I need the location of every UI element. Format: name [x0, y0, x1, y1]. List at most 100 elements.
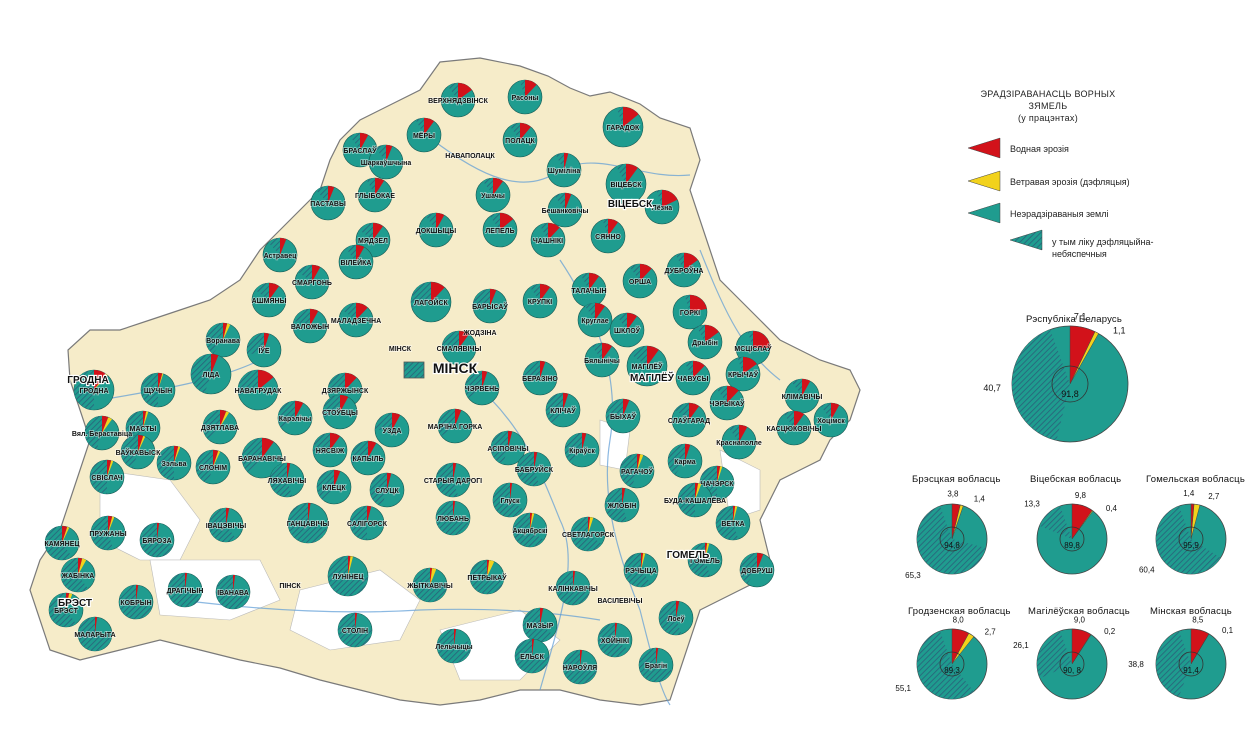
district-pie-буда-кашалёва	[677, 482, 713, 518]
district-pie-івацэвічы	[208, 507, 244, 543]
water-erosion-slice	[328, 186, 335, 203]
deflation-hatched-slice	[747, 331, 753, 348]
deflation-hatched-slice	[366, 178, 375, 195]
deflation-hatched-slice	[656, 190, 662, 207]
district-label: ЖАБІНКА	[61, 573, 95, 580]
deflation-hatched-slice	[350, 133, 360, 150]
water-erosion-slice	[158, 373, 163, 390]
district-label: СТОЎБЦЫ	[322, 408, 358, 417]
deflation-hatched-slice	[563, 650, 597, 684]
district-pie-рэчыца	[623, 552, 659, 588]
district-label: МАЗЫР	[527, 623, 554, 630]
district-label: Бялынічы	[584, 357, 620, 365]
deflation-hatched-slice	[620, 454, 637, 488]
district-label: ІВАЦЭВІЧЫ	[206, 523, 247, 530]
region-title-brest: Брэсцкая вобласць	[912, 474, 1001, 485]
wind-value-label: 1,1	[1113, 326, 1126, 336]
district-label: КРЫЧАЎ	[728, 370, 759, 379]
region-pie-5: 90, 8 9,0 0,2 26,1	[1013, 616, 1116, 700]
district-pie-клічаў	[545, 392, 581, 428]
water-erosion-slice	[580, 650, 583, 667]
water-erosion-slice	[753, 331, 770, 348]
deflation-hatched-slice	[1037, 631, 1072, 679]
water-erosion-slice	[66, 593, 70, 610]
district-label: ЩУЧЫН	[144, 388, 172, 395]
water-erosion-slice	[360, 133, 369, 150]
deflation-hatched-slice	[141, 373, 158, 407]
deflation-hatched-slice	[592, 343, 602, 360]
wind-value-label: 0,2	[1104, 627, 1116, 636]
deflation-hatched-slice	[556, 571, 590, 606]
district-label: МІНСК	[389, 346, 412, 353]
deflation-hatched-slice	[598, 623, 629, 658]
deflation-hatched-slice	[667, 444, 685, 475]
water-erosion-slice	[540, 284, 550, 301]
deflation-hatched-slice	[350, 441, 368, 464]
district-label: БАБРУЙСК	[515, 465, 554, 474]
region-pie-1: 94,8 3,8 1,4 65,3	[905, 489, 988, 580]
hatched-value-label: 65,3	[905, 571, 921, 580]
healthy-value-label: 89,3	[944, 666, 960, 675]
district-label: ЛІДА	[203, 372, 220, 379]
inner-ring	[1059, 526, 1085, 552]
healthy-value-label: 89,8	[1064, 541, 1080, 550]
district-pie-іўе	[246, 332, 282, 368]
wind-erosion-slice	[641, 553, 646, 570]
deflation-hatched-slice	[688, 543, 711, 577]
district-label: ПРУЖАНЫ	[89, 531, 126, 538]
region-pie-4: 89,3 8,0 2,7 55,1	[895, 615, 997, 700]
water-erosion-slice	[102, 416, 109, 433]
water-erosion-slice	[490, 289, 497, 306]
water-erosion-slice	[392, 413, 401, 430]
water-erosion-slice	[262, 438, 274, 458]
water-erosion-slice	[794, 411, 804, 428]
deflation-hatched-slice	[346, 245, 356, 262]
deflation-hatched-slice	[564, 433, 582, 464]
district-label: ВАЎКАВЫСК	[116, 448, 161, 457]
water-erosion-slice	[136, 585, 139, 602]
wind-erosion-slice	[62, 526, 70, 543]
water-erosion-slice	[705, 325, 719, 342]
deflation-hatched-slice	[604, 488, 628, 522]
wind-erosion-slice	[66, 593, 73, 610]
water-erosion-slice	[757, 553, 764, 570]
deflation-hatched-slice	[215, 575, 250, 610]
water-erosion-slice	[493, 178, 503, 195]
deflation-hatched-slice	[473, 289, 490, 306]
district-pie-магілёў	[626, 345, 668, 387]
district-label: МАСТЫ	[130, 426, 157, 433]
deflation-hatched-slice	[322, 395, 340, 418]
water-erosion-slice	[375, 178, 385, 195]
legend-healthy-swatch	[967, 202, 1001, 224]
deflation-hatched-slice	[74, 370, 94, 410]
wind-value-label: 2,7	[985, 628, 997, 637]
district-pie-мёры	[406, 117, 442, 153]
district-label: КЛІЧАЎ	[550, 406, 576, 415]
water-erosion-slice	[220, 410, 227, 427]
healthy-value-label: 94,8	[944, 541, 960, 550]
district-pie-бяроза	[139, 522, 175, 558]
wind-value-label: 0,4	[1106, 504, 1118, 513]
water-erosion-slice	[520, 123, 531, 140]
district-pie-нароўля	[562, 649, 598, 685]
district-label: МАЛАДЗЕЧНА	[331, 318, 381, 325]
district-label: ЖЫТКАВІЧЫ	[406, 583, 453, 590]
water-erosion-slice	[623, 107, 639, 127]
district-pie-шаркаўшчына	[368, 144, 404, 180]
region-pies: 91,8 7,1 1,1 40,7 94,8 3,8 1,4 65,3 89,8 9,8 0,4 13…	[895, 312, 1234, 700]
wind-erosion-slice	[78, 558, 87, 575]
district-label: КАПЫЛЬ	[352, 456, 383, 463]
water-value-label: 1,4	[1183, 489, 1195, 498]
district-pie-полацк	[502, 122, 538, 158]
district-pie-ваўкавыск	[120, 434, 156, 470]
district-pie-браслаў	[342, 132, 378, 168]
district-pie-петрыкаў	[469, 559, 505, 595]
district-label: ЛАГОЙСК	[414, 298, 448, 307]
district-pie-верхнядзвінск	[440, 82, 476, 118]
deflation-hatched-slice	[675, 403, 689, 420]
deflation-hatched-slice	[638, 648, 673, 682]
water-erosion-slice	[455, 409, 462, 426]
deflation-hatched-slice	[465, 371, 482, 398]
water-erosion-slice	[368, 441, 377, 458]
water-erosion-slice	[258, 370, 274, 390]
